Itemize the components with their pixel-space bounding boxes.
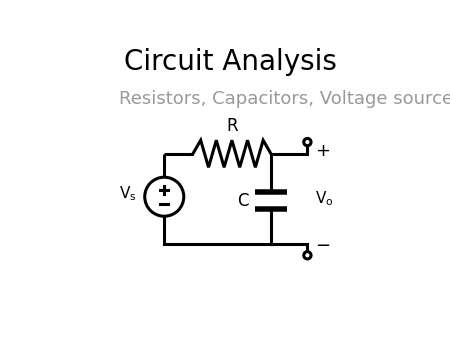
Text: −: − <box>315 237 330 255</box>
Text: Resistors, Capacitors, Voltage sources: Resistors, Capacitors, Voltage sources <box>119 90 450 108</box>
Text: Circuit Analysis: Circuit Analysis <box>124 48 337 76</box>
Circle shape <box>304 139 311 146</box>
Text: C: C <box>237 192 249 210</box>
Text: +: + <box>315 142 330 160</box>
Circle shape <box>304 251 311 259</box>
Text: R: R <box>226 117 238 135</box>
Text: V$_\mathregular{o}$: V$_\mathregular{o}$ <box>315 189 333 208</box>
Text: V$_\mathregular{s}$: V$_\mathregular{s}$ <box>119 185 137 203</box>
